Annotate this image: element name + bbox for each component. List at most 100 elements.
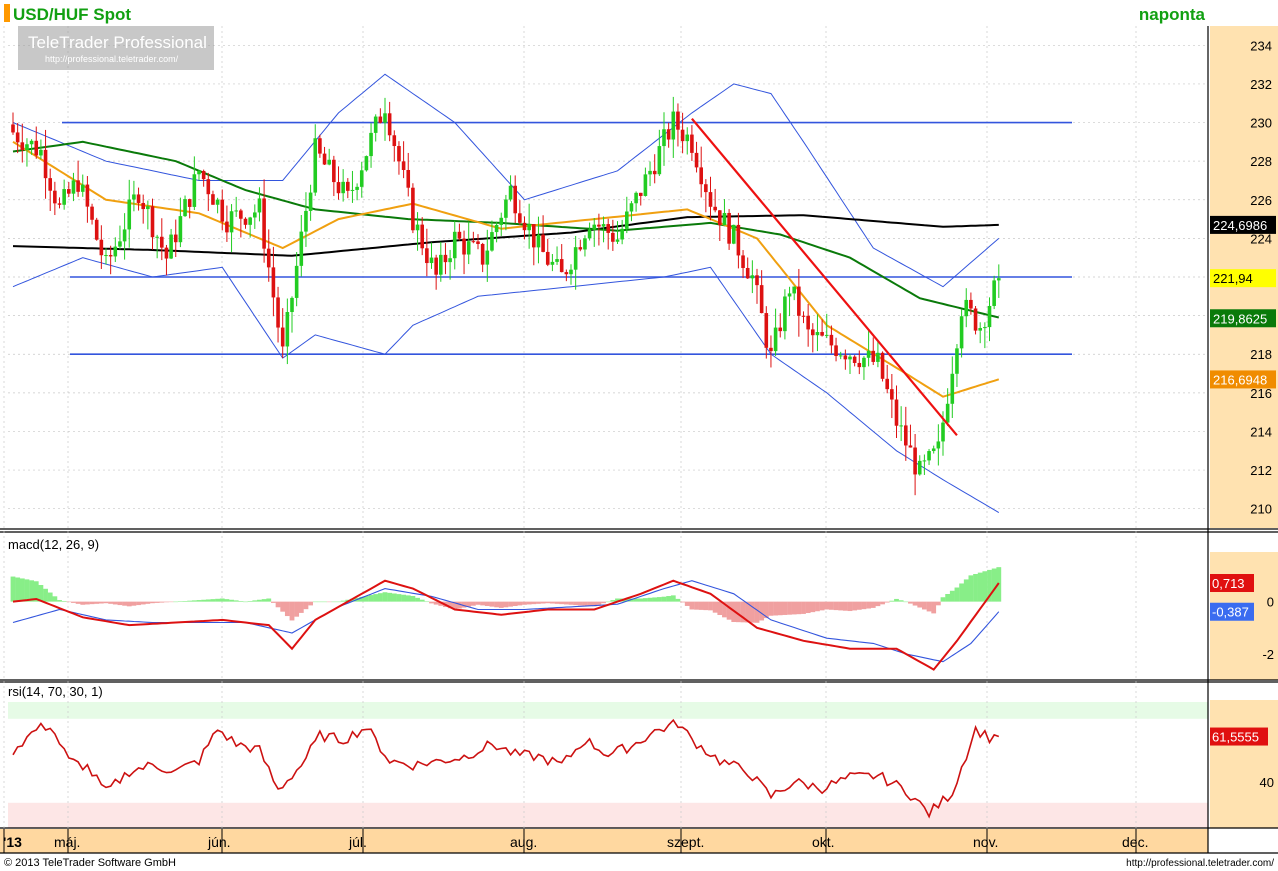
macd-histogram-bar [219, 598, 225, 602]
macd-histogram-bar [973, 574, 978, 602]
candle [341, 169, 345, 202]
macd-histogram-bar [601, 601, 606, 604]
candle-body [829, 334, 834, 346]
candle-body [857, 362, 862, 368]
macd-histogram-bar [312, 601, 318, 603]
rsi-overbought-band [8, 702, 1208, 719]
candle-body [397, 146, 401, 162]
candle [141, 194, 145, 224]
macd-histogram-bar [787, 601, 792, 615]
candle-body [978, 328, 982, 331]
candle [322, 146, 327, 166]
candle [108, 245, 113, 275]
rsi-line [12, 718, 1000, 819]
candle-body [625, 211, 629, 229]
candle [718, 210, 722, 241]
price-tick-label: 230 [1250, 116, 1272, 131]
candle-body [304, 210, 308, 232]
candle [187, 198, 192, 219]
macd-histogram-bar [322, 601, 327, 603]
candle-body [11, 124, 15, 133]
candle [731, 224, 736, 245]
candle [136, 187, 141, 211]
macd-histogram-bar [205, 599, 211, 602]
price-tick-label: 226 [1250, 193, 1272, 208]
candle-body [987, 305, 992, 328]
candle-body [211, 194, 215, 205]
candle-body [457, 231, 462, 239]
macd-histogram-bar [540, 601, 546, 604]
candle [373, 114, 378, 142]
macd-histogram-bar [517, 601, 523, 606]
candle-body [945, 403, 950, 423]
candle [90, 203, 94, 225]
candle [527, 203, 531, 249]
last-value-badge-bg [1210, 215, 1276, 234]
macd-histogram-bar [117, 601, 123, 606]
candle [48, 168, 52, 212]
macd-histogram-bar [98, 601, 104, 604]
candle-body [783, 296, 787, 332]
macd-histogram-bar [912, 601, 918, 606]
candle [397, 141, 401, 175]
candle-body [494, 224, 499, 233]
candle [94, 217, 99, 241]
candle-body [518, 213, 522, 223]
candle [183, 195, 187, 217]
candle-body [234, 210, 238, 212]
candle [764, 306, 769, 359]
macd-histogram-bar [736, 601, 741, 623]
candle [494, 221, 499, 243]
candle [997, 264, 1001, 298]
macd-histogram-bar [210, 599, 216, 602]
macd-histogram-bar [326, 601, 332, 603]
candle [439, 241, 443, 282]
macd-histogram-bar [926, 601, 932, 612]
macd-histogram-bar [410, 595, 416, 602]
macd-histogram-bar [377, 593, 383, 602]
candle-body [220, 199, 225, 222]
candle [876, 341, 880, 368]
downtrend-line [691, 117, 958, 437]
macd-histogram-bar [610, 600, 616, 602]
candle-body [248, 217, 252, 225]
macd-histogram-bar [563, 601, 569, 605]
candle [411, 183, 415, 234]
macd-histogram-bar [954, 587, 960, 602]
macd-histogram-bar [949, 590, 955, 602]
candle-body [801, 315, 806, 317]
macd-histogram-bar [898, 600, 904, 602]
macd-last-badge-bg [1210, 602, 1254, 621]
macd-histogram-bar [842, 601, 848, 611]
candle [266, 229, 271, 282]
candle-body [871, 350, 876, 362]
macd-histogram-bar [582, 601, 588, 606]
candle-body [927, 451, 931, 461]
candle-body [973, 308, 978, 331]
candle [518, 200, 522, 225]
candle [457, 223, 462, 241]
candle-body [997, 278, 1001, 281]
last-value-text: 219,8625 [1213, 311, 1267, 326]
macd-histogram-bar [838, 601, 844, 611]
candle [104, 248, 108, 265]
candle [955, 344, 959, 387]
candle-body [164, 247, 169, 259]
macd-histogram-bar [782, 601, 788, 615]
macd-histogram-bar [284, 601, 290, 617]
candle-body [741, 255, 745, 268]
candle [276, 286, 280, 343]
candle-body [229, 211, 234, 233]
candle-body [355, 186, 359, 190]
candle [857, 350, 862, 375]
candle [466, 221, 471, 265]
macd-histogram-bar [931, 601, 937, 614]
price-tick-label: 234 [1250, 38, 1272, 53]
candle-body [704, 184, 708, 193]
candle-body [638, 192, 643, 196]
candle-body [71, 180, 76, 194]
macd-histogram-bar [457, 601, 462, 609]
macd-histogram-bar [215, 598, 220, 602]
price-tick-label: 212 [1250, 463, 1272, 478]
macd-histogram-bar [656, 597, 662, 602]
